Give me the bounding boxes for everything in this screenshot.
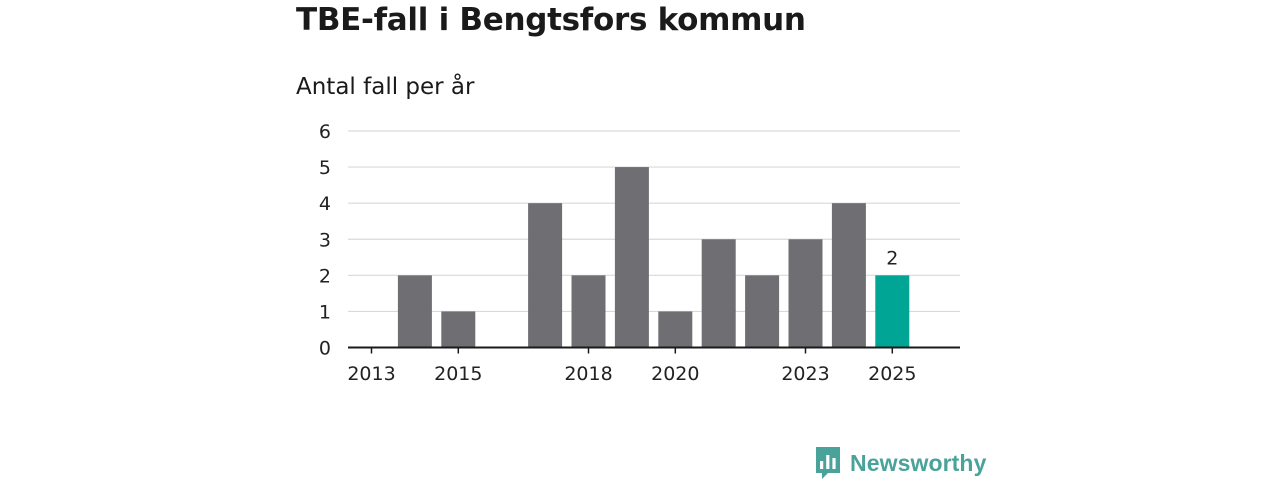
chart-title: TBE-fall i Bengtsfors kommun [296, 2, 806, 38]
x-tick-label: 2015 [434, 363, 482, 385]
bar-chart-speech-bubble-icon [816, 447, 840, 479]
gridlines [348, 130, 960, 313]
bar-2014 [397, 275, 432, 348]
bar-2025 [875, 275, 910, 348]
bars [397, 167, 910, 348]
bar-2023 [788, 239, 823, 348]
bar-2021 [701, 239, 736, 348]
x-tick-label: 2018 [564, 363, 612, 385]
bar-2020 [658, 311, 693, 348]
chart-subtitle: Antal fall per år [296, 74, 475, 100]
y-tick-label: 0 [319, 338, 331, 360]
newsworthy-logo: Newsworthy [814, 446, 986, 480]
x-tick-label: 2025 [868, 363, 916, 385]
y-tick-label: 6 [319, 121, 331, 143]
y-tick-label: 4 [319, 193, 331, 215]
x-tick-label: 2023 [781, 363, 829, 385]
data-labels: 2 [886, 247, 898, 269]
y-tick-label: 1 [319, 301, 331, 323]
bar-2017 [528, 203, 563, 348]
data-label: 2 [886, 247, 898, 269]
bar-2018 [571, 275, 606, 348]
y-tick-label: 2 [319, 265, 331, 287]
y-tick-label: 3 [319, 229, 331, 251]
x-tick-label: 2013 [347, 363, 395, 385]
bar-2024 [831, 203, 866, 348]
x-tick-label: 2020 [651, 363, 699, 385]
bar-2019 [614, 167, 649, 348]
logo-text: Newsworthy [850, 449, 987, 476]
bar-2015 [441, 311, 476, 348]
y-axis-ticks: 0 1 2 3 4 5 6 [319, 121, 331, 360]
bar-2022 [745, 275, 780, 348]
x-axis-ticks: 2013 2015 2018 2020 2023 2025 [347, 347, 916, 385]
y-tick-label: 5 [319, 157, 331, 179]
